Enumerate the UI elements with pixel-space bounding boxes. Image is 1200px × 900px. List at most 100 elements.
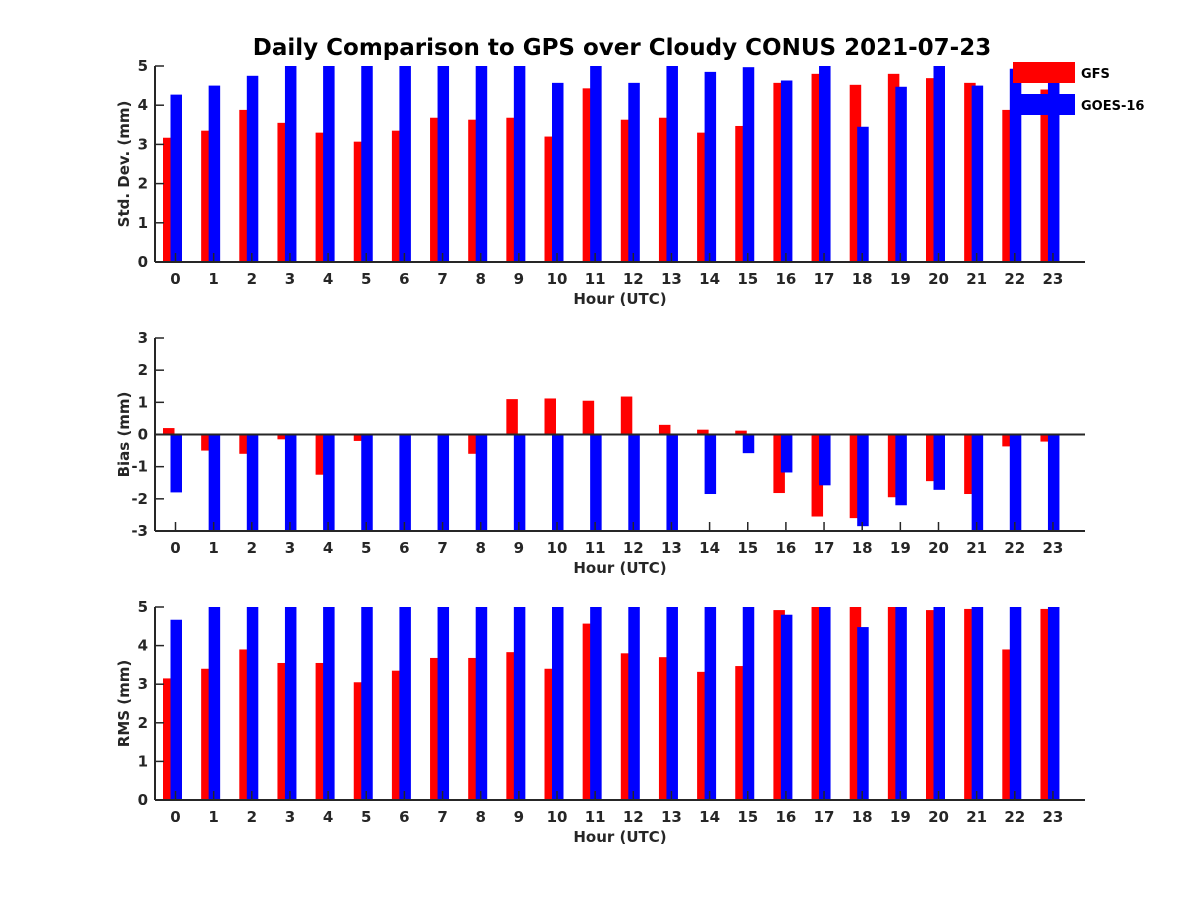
x-tick-label: 9 [514, 270, 524, 288]
x-tick-label: 10 [547, 270, 568, 288]
bar-gfs-hour-17 [811, 73, 824, 262]
x-tick-label: 14 [699, 270, 720, 288]
bar-goes16-hour-0 [170, 94, 182, 263]
bar-gfs-hour-13 [658, 117, 671, 263]
bar-goes16-hour-2 [246, 607, 259, 800]
x-tick-label: 17 [814, 539, 835, 557]
x-tick-label: 22 [1004, 539, 1025, 557]
bar-gfs-hour-8 [468, 657, 480, 800]
bar-goes16-hour-1 [208, 85, 221, 262]
x-tick-label: 4 [323, 270, 333, 288]
x-tick-label: 17 [814, 808, 835, 826]
x-tick-label: 4 [323, 808, 333, 826]
bar-gfs-hour-20 [926, 78, 938, 263]
x-tick-label: 23 [1043, 270, 1064, 288]
x-tick-label: 19 [890, 539, 911, 557]
bar-goes16-hour-10 [552, 607, 564, 800]
x-tick-label: 20 [928, 539, 949, 557]
bar-gfs-hour-0 [163, 428, 175, 435]
bar-goes16-hour-22 [1009, 68, 1022, 263]
bar-gfs-hour-4 [315, 662, 328, 800]
bar-gfs-hour-2 [239, 434, 251, 454]
y-axis-label: RMS (mm) [115, 660, 133, 747]
bar-gfs-hour-12 [620, 653, 633, 800]
bar-gfs-hour-8 [468, 434, 480, 454]
bar-gfs-hour-6 [391, 130, 404, 262]
bar-goes16-hour-6 [399, 607, 411, 800]
bar-gfs-hour-12 [620, 119, 633, 262]
x-tick-label: 4 [323, 539, 333, 557]
bar-gfs-hour-11 [582, 400, 595, 435]
bar-gfs-hour-21 [964, 82, 976, 262]
x-tick-label: 8 [475, 808, 485, 826]
x-tick-label: 21 [966, 808, 987, 826]
x-tick-label: 22 [1004, 808, 1025, 826]
bar-gfs-hour-3 [277, 434, 289, 440]
x-tick-label: 12 [623, 270, 644, 288]
bar-gfs-hour-12 [620, 396, 633, 435]
bar-gfs-hour-3 [277, 662, 289, 800]
x-tick-label: 7 [437, 270, 447, 288]
y-tick-label: 1 [138, 393, 148, 411]
bar-gfs-hour-15 [735, 430, 747, 435]
bar-goes16-hour-13 [666, 607, 678, 800]
x-tick-label: 9 [514, 808, 524, 826]
x-tick-label: 3 [285, 270, 295, 288]
x-tick-label: 12 [623, 808, 644, 826]
y-tick-label: 2 [138, 714, 148, 732]
y-tick-label: 0 [138, 426, 148, 444]
x-tick-label: 13 [661, 270, 682, 288]
y-tick-label: -1 [131, 458, 148, 476]
x-tick-label: 16 [775, 808, 796, 826]
y-tick-label: 1 [138, 752, 148, 770]
bar-gfs-hour-5 [353, 141, 366, 262]
bar-goes16-hour-9 [513, 66, 526, 262]
x-tick-label: 23 [1043, 539, 1064, 557]
x-tick-label: 7 [437, 808, 447, 826]
bar-gfs-hour-23 [1040, 434, 1052, 442]
bar-goes16-hour-17 [819, 66, 831, 262]
bar-gfs-hour-7 [430, 657, 442, 800]
bar-goes16-hour-2 [246, 434, 259, 531]
bar-gfs-hour-16 [773, 610, 785, 800]
y-tick-label: 3 [138, 135, 148, 153]
bar-gfs-hour-17 [811, 434, 824, 517]
y-axis-label: Bias (mm) [115, 392, 133, 478]
x-tick-label: 12 [623, 539, 644, 557]
bar-goes16-hour-13 [666, 434, 678, 531]
bar-goes16-hour-5 [361, 434, 373, 531]
x-tick-label: 5 [361, 808, 371, 826]
bar-gfs-hour-9 [506, 399, 518, 435]
y-tick-label: 2 [138, 175, 148, 193]
bar-goes16-hour-1 [208, 434, 221, 531]
bar-goes16-hour-16 [780, 614, 793, 800]
bar-gfs-hour-23 [1040, 89, 1052, 263]
bar-goes16-hour-7 [437, 607, 450, 800]
bar-gfs-hour-10 [544, 668, 556, 800]
y-tick-label: 1 [138, 214, 148, 232]
bar-goes16-hour-21 [971, 607, 984, 800]
x-tick-label: 3 [285, 808, 295, 826]
y-tick-label: 0 [138, 791, 148, 809]
bar-goes16-hour-11 [590, 66, 602, 262]
bar-goes16-hour-3 [284, 66, 297, 262]
legend-label-gfs: GFS [1081, 67, 1110, 82]
bar-gfs-hour-18 [849, 434, 862, 519]
bar-gfs-hour-19 [887, 607, 900, 800]
y-tick-label: -3 [131, 522, 148, 540]
bar-goes16-hour-21 [971, 434, 984, 531]
x-tick-label: 19 [890, 808, 911, 826]
x-tick-label: 6 [399, 808, 409, 826]
bar-goes16-hour-0 [170, 434, 182, 493]
bar-gfs-hour-9 [506, 652, 518, 800]
x-tick-label: 5 [361, 270, 371, 288]
x-tick-label: 0 [170, 539, 180, 557]
bar-gfs-hour-5 [353, 434, 366, 441]
y-tick-label: 5 [138, 57, 148, 75]
bar-gfs-hour-17 [811, 607, 824, 800]
y-tick-label: 3 [138, 675, 148, 693]
y-tick-label: 4 [138, 637, 148, 655]
bar-gfs-hour-15 [735, 125, 747, 262]
legend-swatch-goes16 [1013, 94, 1075, 115]
